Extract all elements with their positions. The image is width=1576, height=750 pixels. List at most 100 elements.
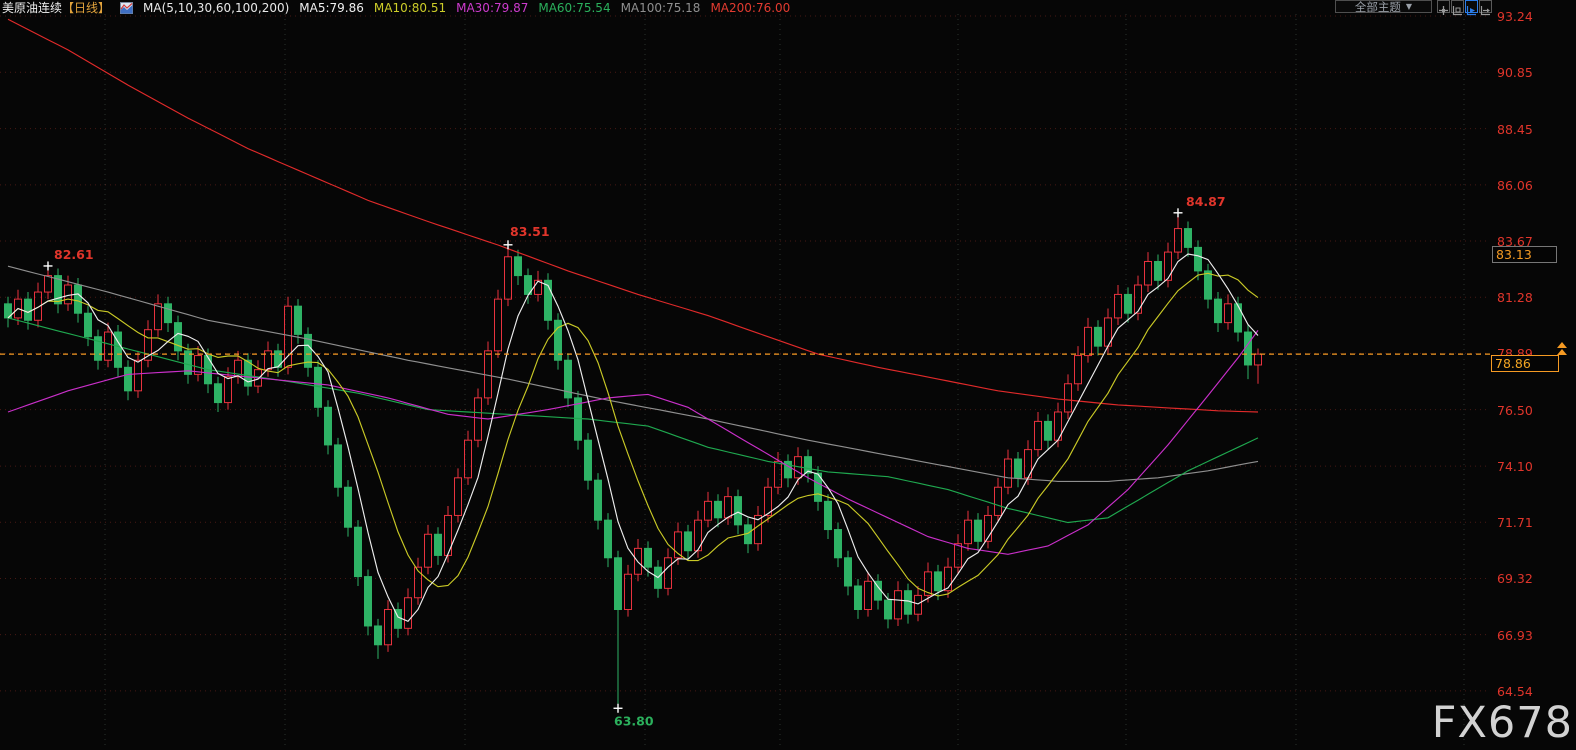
candle [1014,458,1022,479]
candle [374,625,382,646]
candle [1004,458,1012,488]
ma10-line [7,272,1259,597]
candle [1094,326,1102,347]
candle [364,576,372,627]
candle [514,256,522,277]
axis-price-label: 74.10 [1497,459,1533,475]
candle [1084,326,1092,357]
ma5-value: MA5:79.86 [299,0,364,15]
price-annotation-high_left: 82.61 [54,247,94,262]
candle [404,597,412,629]
candle [804,456,812,474]
candle [1154,260,1162,281]
candle [954,543,962,568]
chart-header: 美原油连续【日线】 MA(5,10,30,60,100,200) MA5:79.… [2,0,790,15]
ma-params-label: MA(5,10,30,60,100,200) [143,0,290,15]
watermark: FX678 [1431,698,1573,748]
candle [344,486,352,528]
scroll-latest-icon[interactable] [1557,342,1567,348]
candle [644,547,652,568]
candle [1244,331,1252,366]
candle [124,366,132,392]
axis-price-label: 81.28 [1497,290,1533,306]
step-right-icon[interactable] [1479,0,1492,16]
ma30-line [7,330,1259,555]
play-forward-icon[interactable] [1465,0,1478,16]
candle [564,359,572,399]
candle [1254,353,1262,366]
candle [864,580,872,611]
candle [424,533,432,568]
ma200-line [7,18,1259,413]
pan-icon[interactable] [1437,0,1450,15]
candle [764,486,772,516]
axis-price-label: 90.85 [1497,65,1533,81]
candle [814,472,822,502]
axis-price-label: 71.71 [1497,515,1533,531]
candle [414,566,422,599]
price-annotation-high_right: 84.87 [1186,194,1226,209]
axis-price-label: 69.32 [1497,571,1533,587]
current-price-box[interactable]: 78.86 [1491,355,1559,373]
candle [504,256,512,300]
candle [674,531,682,559]
candle [74,284,82,314]
candle [64,284,72,305]
candle [214,383,222,404]
candle [584,439,592,481]
candle [234,359,242,378]
candle [284,305,292,368]
axis-price-label: 83.67 [1497,234,1533,250]
candle [934,571,942,592]
candle [434,533,442,556]
mini-chart-icon[interactable] [120,1,134,14]
candle [114,331,122,368]
price-annotation-low: 63.80 [614,713,654,728]
candle [474,397,482,441]
candle [1224,303,1232,324]
candle [464,439,472,479]
candle [354,526,362,578]
candle [194,355,202,375]
candle [94,336,102,361]
candle [824,500,832,531]
price-annotation-high_mid: 83.51 [510,224,550,239]
axis-price-label: 88.45 [1497,121,1533,137]
candle [264,350,272,371]
candle [1034,420,1042,451]
candle [134,359,142,392]
candle [1144,260,1152,286]
scroll-latest-icon[interactable] [1557,349,1567,355]
ma100-value: MA100:75.18 [620,0,701,15]
candle [834,529,842,559]
candle [664,557,672,589]
chevron-down-icon: ▼ [1405,2,1413,11]
candles-layer [4,212,1262,709]
candle [494,298,502,352]
candle [844,557,852,587]
candle [734,496,742,526]
candle [164,303,172,324]
candle [684,531,692,552]
candle [334,444,342,488]
axis-price-label: 93.24 [1497,9,1533,24]
candle [454,477,462,516]
candle [884,599,892,620]
instrument-title: 美原油连续【日线】 [2,1,110,15]
timeframe-label: 【日线】 [62,0,111,15]
ma10-value: MA10:80.51 [373,0,447,15]
candle [304,333,312,368]
candle [944,566,952,592]
candle [1134,284,1142,314]
candle [704,500,712,521]
highlight-price-box: 83.13 [1492,245,1557,263]
candle [994,486,1002,516]
candle [544,279,552,321]
candle [1194,246,1202,272]
zoom-region-icon[interactable] [1451,0,1464,16]
themes-dropdown[interactable]: 全部主题 ▼ [1335,0,1432,14]
candle [144,329,152,361]
candle [1114,293,1122,319]
candle [904,590,912,615]
